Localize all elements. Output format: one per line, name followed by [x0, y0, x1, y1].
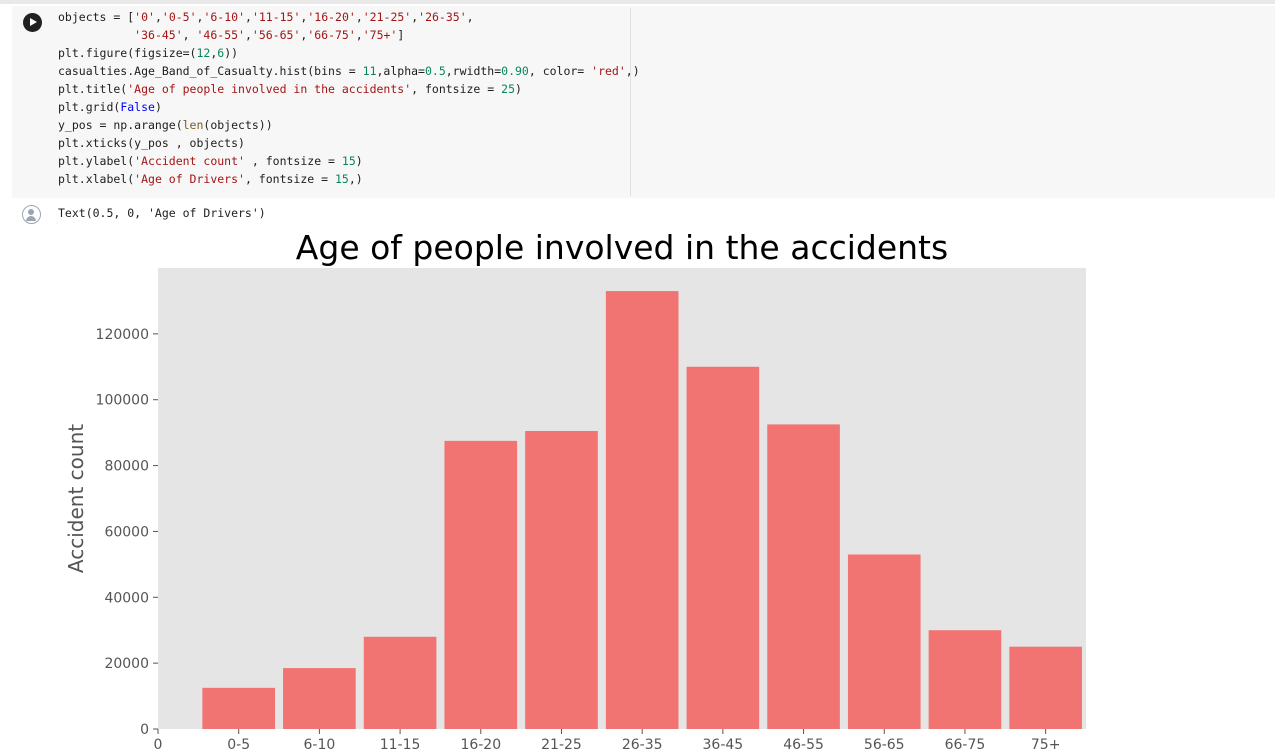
x-tick-label: 6-10: [304, 737, 336, 753]
bar: [605, 291, 679, 729]
y-axis-label: Accident count: [64, 424, 88, 573]
x-tick-label: 46-55: [783, 737, 824, 753]
bar: [686, 366, 760, 729]
x-tick-label: 0: [154, 737, 163, 753]
chart-title: Age of people involved in the accidents: [295, 228, 949, 267]
y-tick-label: 20000: [104, 656, 149, 672]
x-tick-label: 56-65: [864, 737, 905, 753]
x-tick-label: 21-25: [541, 737, 582, 753]
y-tick-label: 80000: [104, 459, 149, 475]
bar: [202, 687, 276, 729]
bar: [283, 668, 356, 729]
bar: [363, 636, 437, 729]
output-text: Text(0.5, 0, 'Age of Drivers'): [58, 206, 266, 220]
code-line: plt.title('Age of people involved in the…: [58, 82, 522, 96]
code-line: '36-45', '46-55','56-65','66-75','75+']: [134, 28, 405, 42]
y-tick-label: 60000: [104, 524, 149, 540]
code-line: objects = ['0','0-5','6-10','11-15','16-…: [58, 10, 474, 24]
x-tick-label: 26-35: [622, 737, 663, 753]
x-tick-label: 16-20: [460, 737, 501, 753]
code-line: y_pos = np.arange(len(objects)): [58, 118, 273, 132]
code-editor[interactable]: objects = ['0','0-5','6-10','11-15','16-…: [58, 8, 640, 188]
y-tick-label: 100000: [96, 393, 149, 409]
cell-divider: [630, 8, 631, 196]
y-tick-label: 0: [140, 722, 149, 738]
bar: [928, 630, 1002, 729]
code-cell[interactable]: objects = ['0','0-5','6-10','11-15','16-…: [12, 6, 1275, 198]
code-line: plt.xlabel('Age of Drivers', fontsize = …: [58, 172, 363, 186]
x-tick-label: 11-15: [380, 737, 421, 753]
bar: [1009, 646, 1082, 729]
play-icon[interactable]: [23, 13, 42, 32]
x-tick-label: 0-5: [227, 737, 250, 753]
code-line: plt.ylabel('Accident count' , fontsize =…: [58, 154, 363, 168]
bar: [525, 430, 598, 729]
code-line: casualties.Age_Band_of_Casualty.hist(bin…: [58, 64, 640, 78]
y-tick-label: 120000: [96, 327, 149, 343]
code-line: plt.grid(False): [58, 100, 162, 114]
x-tick-label: 66-75: [945, 737, 986, 753]
code-line: plt.figure(figsize=(12,6)): [58, 46, 239, 60]
y-tick-label: 40000: [104, 590, 149, 606]
code-line: plt.xticks(y_pos , objects): [58, 136, 245, 150]
top-border: [0, 0, 1275, 4]
bar: [767, 424, 840, 729]
bar: [847, 554, 921, 729]
x-tick-label: 36-45: [703, 737, 744, 753]
avatar-icon: [22, 205, 41, 224]
x-tick-label: 75+: [1031, 737, 1061, 753]
bar: [444, 440, 518, 729]
